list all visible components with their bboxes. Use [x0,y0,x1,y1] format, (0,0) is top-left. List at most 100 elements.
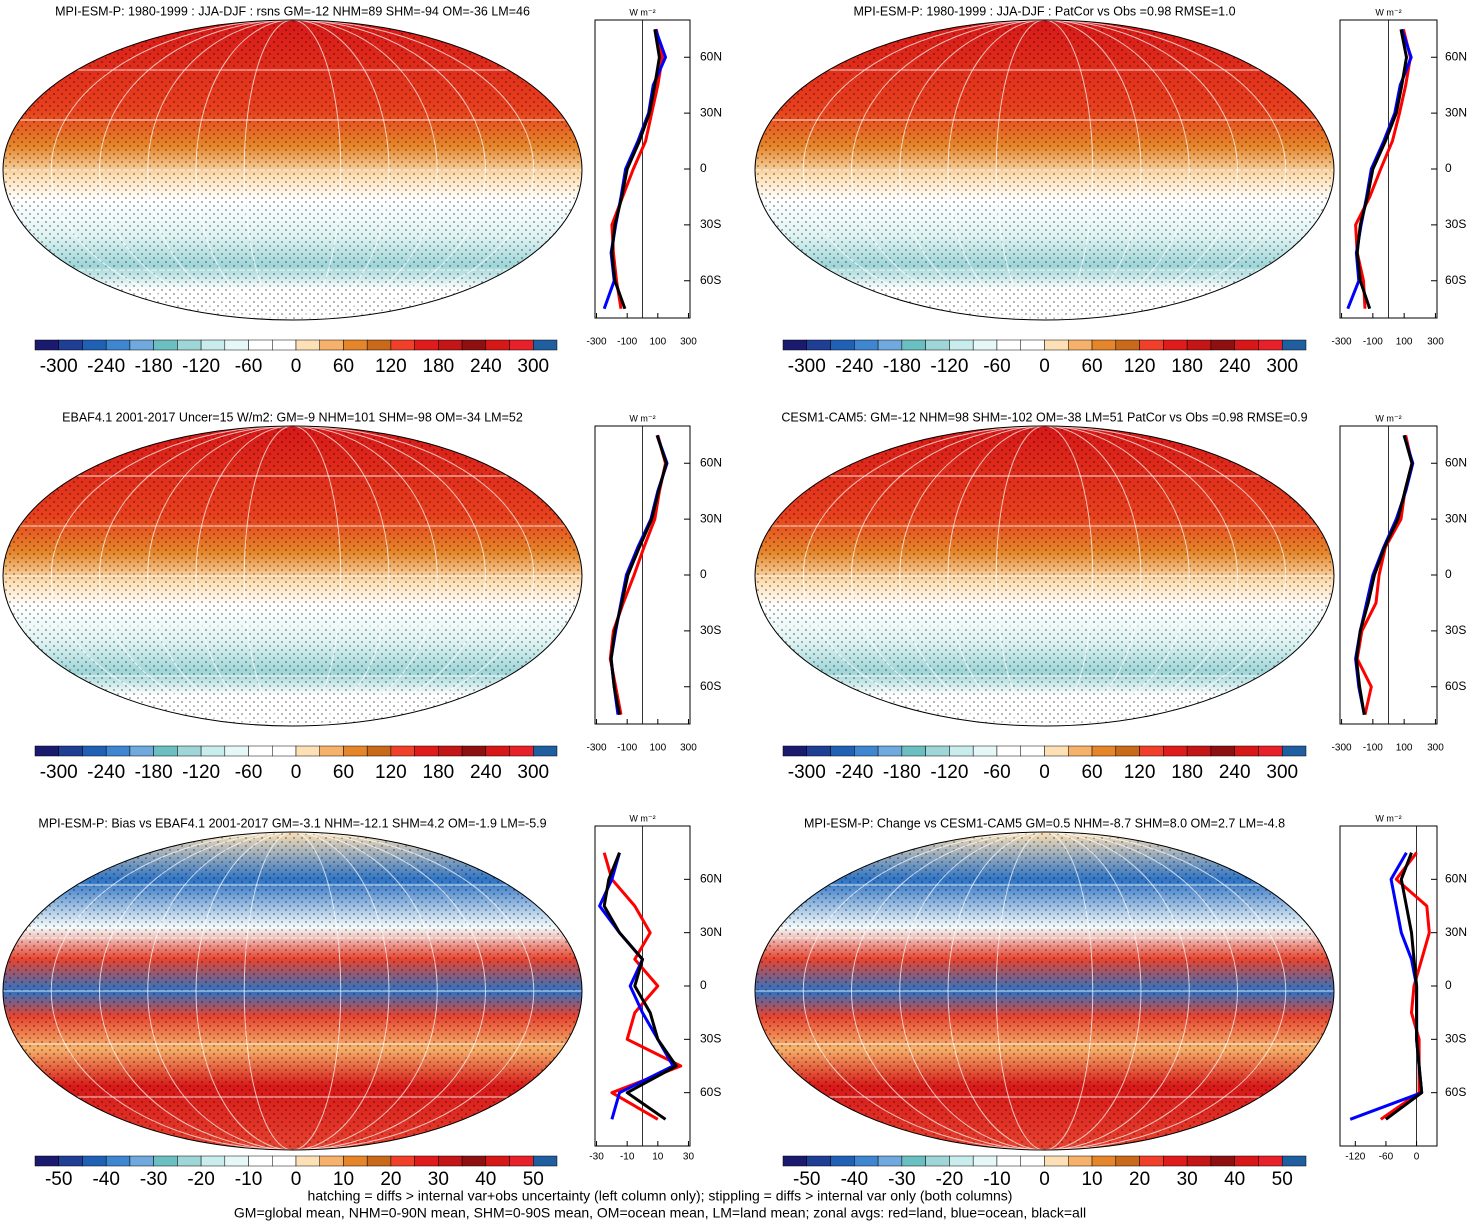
colorbar-box [1068,745,1093,757]
colorbar-label: 300 [1266,356,1298,377]
colorbar-box [34,1155,59,1167]
colorbar-box [901,1155,926,1167]
y-tick-label: 30N [1445,925,1467,939]
x-tick-label: 100 [1396,743,1413,754]
colorbar-box [877,1155,903,1167]
colorbar-box [1068,1155,1093,1167]
colorbar-label: 120 [1124,356,1156,377]
colorbar-box [272,1155,297,1167]
y-tick-label: 60N [700,455,722,469]
colorbar-box [1115,1155,1140,1167]
y-tick-label: 60S [700,679,721,693]
colorbar-box [806,745,831,757]
colorbar-box [996,745,1021,757]
colorbar-box [343,339,368,351]
colorbar-box [949,339,974,351]
colorbar-box [509,745,534,757]
colorbar-label: 300 [1266,762,1298,783]
colorbar-label: -50 [45,1169,72,1190]
footer-line: GM=global mean, NHM=0-90N mean, SHM=0-90… [234,1205,1086,1221]
colorbar-box [996,339,1021,351]
footer-line: hatching = diffs > internal var+obs unce… [308,1188,1013,1204]
colorbar-box [485,1155,510,1167]
colorbar-box [782,1155,808,1167]
colorbar-box [390,745,415,757]
y-tick-label: 30S [700,1032,721,1046]
colorbar-box [58,745,83,757]
colorbar-label: 10 [333,1169,354,1190]
x-tick-label: -30 [589,1152,604,1163]
colorbar-box [901,339,926,351]
colorbar-label: -30 [140,1169,167,1190]
colorbar-box [925,1155,950,1167]
colorbar-label: 20 [1129,1169,1150,1190]
colorbar-label: 10 [1081,1169,1102,1190]
colorbar-box [1115,339,1140,351]
colorbar-box [224,1155,249,1167]
colorbar-box [1186,745,1212,757]
colorbar-label: -240 [835,356,873,377]
colorbar-label: 120 [1124,762,1156,783]
units: W m⁻² [629,7,655,17]
zonal-line [609,434,668,715]
colorbar-label: 20 [380,1169,401,1190]
colorbar-box [1091,1155,1117,1167]
colorbar-box [972,745,998,757]
colorbar-box [949,745,974,757]
colorbar-box [1186,1155,1212,1167]
colorbar-label: -20 [187,1169,214,1190]
colorbar-box [925,339,950,351]
y-tick-label: 0 [1445,567,1452,581]
colorbar-box [224,339,249,351]
colorbar-box [1210,745,1235,757]
colorbar-box [343,1155,368,1167]
units: W m⁻² [1375,413,1401,423]
colorbar-box [129,745,154,757]
x-tick-label: -300 [1332,743,1352,754]
colorbar-box [319,1155,344,1167]
colorbar-box [105,1155,131,1167]
y-tick-label: 30N [700,925,722,939]
colorbar-box [248,745,273,757]
colorbar-box [1281,339,1307,351]
colorbar-box [806,339,831,351]
colorbar-box [105,339,131,351]
colorbar-box [366,745,392,757]
colorbar-box [34,339,59,351]
colorbar-box [177,339,202,351]
colorbar-box [200,1155,226,1167]
colorbar-label: -60 [235,356,262,377]
colorbar-box [925,745,950,757]
colorbar-box [153,339,178,351]
x-tick-label: -60 [1379,1152,1394,1163]
colorbar-label: 30 [428,1169,449,1190]
x-tick-label: 100 [1396,337,1413,348]
colorbar-label: 120 [375,356,407,377]
colorbar-box [830,745,855,757]
colorbar-box [949,1155,974,1167]
x-tick-label: 300 [680,743,697,754]
zonal-line [1385,852,1424,1121]
colorbar-box [343,745,368,757]
colorbar-label: 50 [523,1169,544,1190]
colorbar-box [1139,1155,1164,1167]
x-tick-label: 300 [680,337,697,348]
map-border [2,19,583,321]
colorbar-label: -240 [87,356,125,377]
x-tick-label: 300 [1427,743,1444,754]
zonal-line [602,852,678,1121]
colorbar-box [509,1155,534,1167]
x-tick-label: 100 [649,743,666,754]
colorbar-label: 0 [1039,356,1050,377]
colorbar-box [438,1155,463,1167]
colorbar-box [972,339,998,351]
colorbar-label: -40 [92,1169,119,1190]
colorbar-box [82,339,107,351]
colorbar-label: 180 [423,356,455,377]
y-tick-label: 30S [700,217,721,231]
colorbar-box [129,1155,154,1167]
zonal-line [610,29,661,310]
colorbar-box [972,1155,998,1167]
colorbar-label: 0 [1039,762,1050,783]
